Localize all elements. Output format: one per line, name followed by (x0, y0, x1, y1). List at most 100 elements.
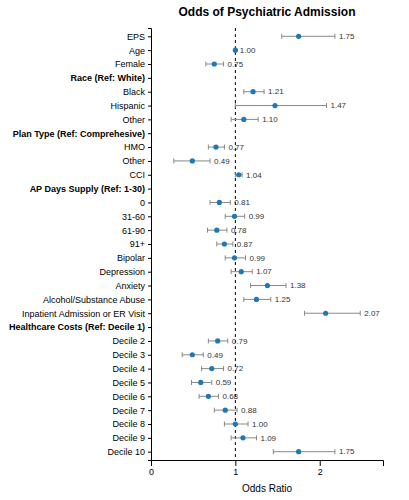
odds-ratio-point (236, 172, 241, 177)
ci-cap-low (216, 242, 217, 247)
y-tick-label: Decile 10 (107, 447, 145, 457)
ci-cap-low (210, 200, 211, 205)
y-tick-mark (148, 216, 151, 217)
ci-cap-high (223, 366, 224, 371)
ci-cap-low (281, 34, 282, 39)
ci-cap-high (334, 449, 335, 454)
y-tick-label: Black (123, 87, 146, 97)
data-label: 0.49 (214, 157, 230, 166)
estimate-row (214, 408, 237, 413)
ci-cap-high (248, 422, 249, 427)
ci-cap-high (326, 103, 327, 108)
y-tick-mark (148, 161, 151, 162)
y-tick: AP Days Supply (Ref: 1-30) (30, 184, 151, 194)
estimate-row (231, 117, 258, 122)
ci-cap-low (250, 283, 251, 288)
odds-ratio-point (214, 228, 219, 233)
ci-cap-low (182, 352, 183, 357)
ci-cap-high (242, 172, 243, 177)
estimate-row (305, 311, 361, 316)
y-tick-mark (148, 438, 151, 439)
estimate-row (208, 338, 227, 343)
ci-cap-high (360, 311, 361, 316)
data-label: 0.78 (231, 226, 247, 235)
estimate-row (282, 34, 335, 39)
y-tick-label: 0 (140, 198, 145, 208)
y-tick-mark (148, 230, 151, 231)
y-tick-label: Female (115, 59, 145, 69)
data-label: 0.99 (249, 254, 265, 263)
y-tick-mark (148, 64, 151, 65)
y-tick: Depression (99, 267, 151, 277)
y-tick-mark (148, 78, 151, 79)
ci-cap-high (252, 269, 253, 274)
x-axis: 012 (149, 460, 384, 477)
ci-cap-low (235, 103, 236, 108)
estimate-row (206, 61, 224, 66)
y-tick-label: Alcohol/Substance Abuse (43, 295, 145, 305)
y-tick: 31-60 (122, 212, 151, 222)
y-tick-mark (148, 36, 151, 37)
odds-ratio-point (240, 435, 245, 440)
estimate-row (182, 352, 203, 357)
ci-cap-high (227, 338, 228, 343)
ci-cap-low (235, 172, 236, 177)
y-tick-label: Inpatient Admission or ER Visit (22, 309, 145, 319)
odds-ratio-point (323, 311, 328, 316)
odds-ratio-point (222, 241, 227, 246)
y-tick: Decile 4 (112, 364, 151, 374)
ci-cap-high (285, 283, 286, 288)
odds-ratio-point (296, 449, 301, 454)
ci-cap-low (208, 145, 209, 150)
ci-cap-high (270, 297, 271, 302)
ci-cap-high (223, 62, 224, 67)
x-tick-label: 1 (233, 467, 238, 477)
y-tick-label: Depression (99, 267, 145, 277)
estimate-row (231, 269, 252, 274)
y-tick: CCI (130, 170, 152, 180)
data-label: 0.77 (228, 143, 244, 152)
estimate-row (208, 228, 227, 233)
ci-cap-high (232, 242, 233, 247)
y-tick: Anxiety (115, 281, 151, 291)
ci-cap-low (231, 269, 232, 274)
y-tick-label: Other (122, 156, 145, 166)
y-tick-label: Anxiety (115, 281, 145, 291)
odds-ratio-point (233, 421, 238, 426)
y-tick: Decile 5 (112, 378, 151, 388)
group-header-label: Plan Type (Ref: Comprehesive) (13, 129, 145, 139)
data-label: 1.09 (260, 434, 276, 443)
y-tick-label: Age (129, 46, 145, 56)
ci-cap-low (304, 311, 305, 316)
x-axis-line (152, 461, 384, 467)
y-tick-mark (148, 106, 151, 107)
estimate-row (174, 158, 210, 163)
y-tick-mark (148, 244, 151, 245)
data-label: 0.68 (222, 392, 238, 401)
estimate-row (225, 214, 244, 219)
odds-ratio-point (223, 408, 228, 413)
ci-cap-low (208, 338, 209, 343)
y-tick: Decile 8 (112, 419, 151, 429)
data-labels: 1.751.000.751.211.471.100.770.491.040.81… (207, 32, 380, 456)
odds-ratio-point (190, 352, 195, 357)
y-tick-mark (148, 341, 151, 342)
y-tick-label: Decile 4 (112, 364, 145, 374)
x-tick-label: 2 (318, 467, 323, 477)
data-label: 1.21 (268, 87, 284, 96)
odds-ratio-point (250, 89, 255, 94)
y-tick-mark (148, 50, 151, 51)
data-label: 0.49 (207, 351, 223, 360)
y-tick-label: Decile 9 (112, 433, 145, 443)
data-label: 1.47 (330, 101, 346, 110)
ci-cap-low (201, 366, 202, 371)
y-tick-label: Decile 7 (112, 406, 145, 416)
y-tick-mark (148, 119, 151, 120)
y-tick: Bipolar (117, 253, 151, 263)
odds-ratio-point (198, 380, 203, 385)
y-tick: Hispanic (110, 101, 151, 111)
title: Odds of Psychiatric Admission (179, 5, 356, 19)
y-tick: Female (115, 59, 151, 69)
y-tick: Healthcare Costs (Ref: Decile 1) (9, 322, 151, 332)
data-label: 2.07 (364, 309, 380, 318)
